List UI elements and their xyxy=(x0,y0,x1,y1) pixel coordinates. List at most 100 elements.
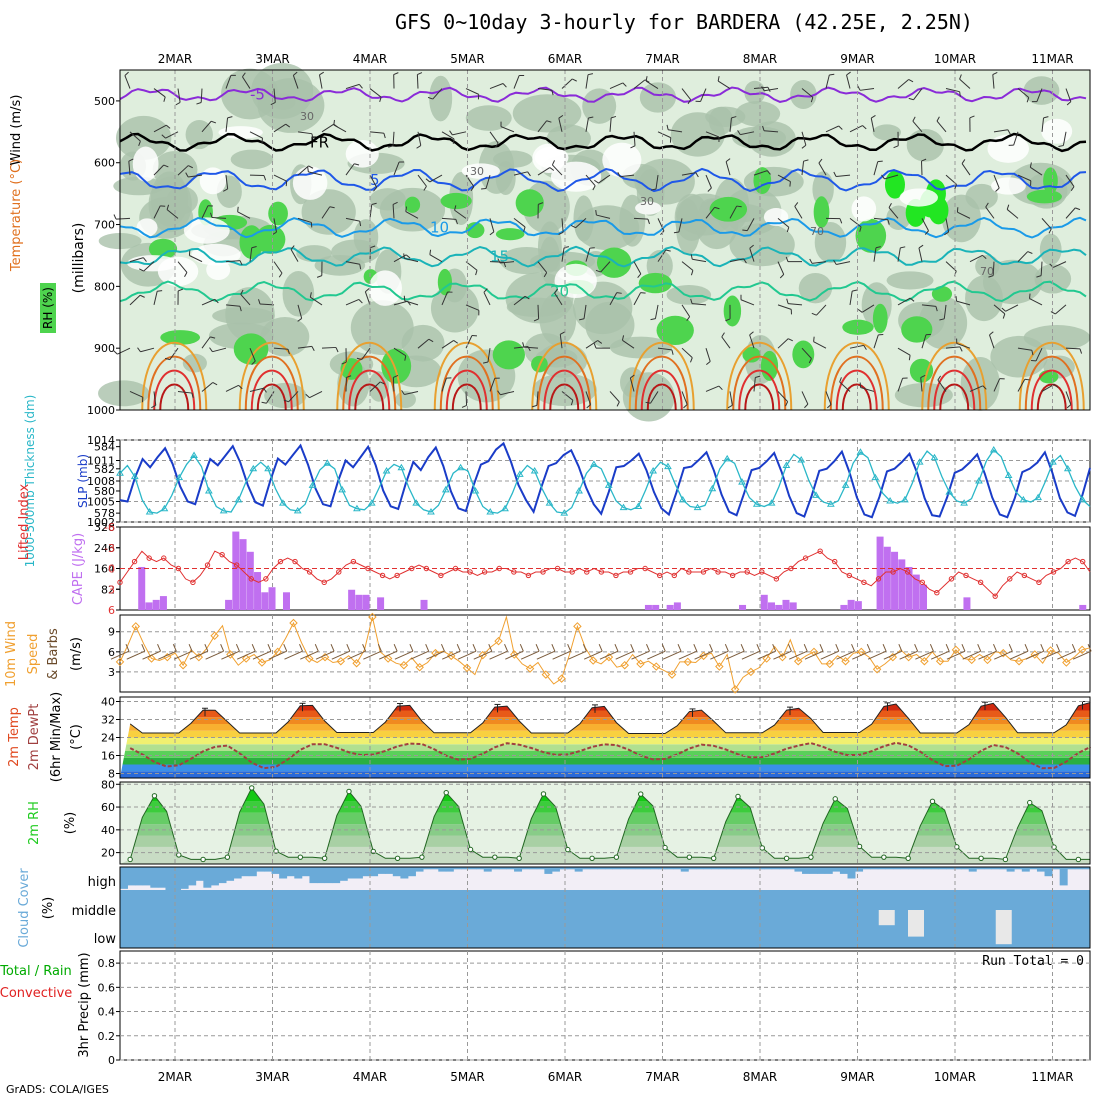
slp-tick-label: 1005 xyxy=(87,496,115,509)
rh-contour-label: 30 xyxy=(640,195,654,208)
temp-contour-label: 5 xyxy=(370,171,380,189)
wind-barb-flag xyxy=(393,72,399,76)
lifted-index-marker xyxy=(890,569,896,575)
wind-barb-flag xyxy=(546,120,552,123)
day-label-bottom: 4MAR xyxy=(353,1070,388,1084)
pressure-tick-label: 500 xyxy=(94,95,115,108)
wind-barb-flag xyxy=(1029,293,1031,299)
wind-barb xyxy=(345,217,360,222)
surface-barb xyxy=(994,650,1013,660)
wind-barb-flag xyxy=(497,390,501,396)
surface-barb xyxy=(110,650,130,660)
rh-blob-dry xyxy=(157,256,199,287)
high-cloud-bar xyxy=(415,867,424,872)
wind-barb xyxy=(753,170,768,176)
wind-barb-flag xyxy=(789,181,791,187)
rh-blob-dry xyxy=(132,146,159,182)
surface-barb-flag xyxy=(630,643,635,652)
wind-barb-flag xyxy=(737,130,741,135)
lifted-index-marker xyxy=(846,572,853,579)
surface-barb-flag xyxy=(519,643,524,652)
rh-blob-moist xyxy=(792,340,815,369)
thickness-marker xyxy=(412,499,421,506)
pressure-tick-label: 700 xyxy=(94,219,115,232)
wind-barb xyxy=(361,347,371,360)
wind-barb xyxy=(993,304,1006,315)
wind-barb xyxy=(633,131,636,146)
wind-barb xyxy=(705,131,720,138)
wind-barb-flag xyxy=(571,78,577,82)
rh-blob xyxy=(585,301,635,349)
surface-barb xyxy=(142,650,161,660)
high-cloud-bar xyxy=(680,867,689,872)
wind-barb-flag xyxy=(166,204,170,210)
lifted-index-marker xyxy=(671,572,677,579)
cloud-gap xyxy=(878,910,895,926)
high-cloud-bar xyxy=(157,867,166,888)
high-cloud-bar xyxy=(589,867,598,870)
wind-barb xyxy=(700,88,707,102)
wind-barb-flag xyxy=(309,292,312,298)
temp-contour-label: 20 xyxy=(550,282,569,300)
wind-speed-marker xyxy=(935,656,945,666)
surface-barb xyxy=(473,650,492,660)
millibars-label: (millibars) xyxy=(71,223,87,294)
rh-blob xyxy=(301,189,356,235)
wind-barb xyxy=(622,339,635,349)
rh2m-marker xyxy=(321,855,328,862)
wind-barb xyxy=(117,347,131,355)
wind-barb xyxy=(969,254,983,263)
precip-frame xyxy=(119,950,1091,1061)
day-label-bottom: 7MAR xyxy=(645,1070,680,1084)
thickness-marker xyxy=(989,446,998,453)
wind-barb xyxy=(537,88,552,91)
surface-barb xyxy=(252,650,272,660)
wind-barb-flag xyxy=(558,231,564,235)
wind-barb xyxy=(633,217,649,220)
wind-barb xyxy=(992,261,995,276)
wind-barb-flag xyxy=(621,335,625,341)
boundary-layer-contour xyxy=(1018,341,1085,411)
wind-barb-flag xyxy=(308,165,314,169)
rh-blob xyxy=(582,88,617,124)
wind-speed-marker xyxy=(415,662,424,672)
wind-barb xyxy=(487,348,491,363)
wind-barb xyxy=(405,211,419,219)
wind-barb xyxy=(537,120,547,133)
wind-barb-flag xyxy=(287,349,290,355)
surface-barb-flag xyxy=(614,643,619,652)
wind-speed-marker xyxy=(178,660,188,670)
rh-blob-moist xyxy=(723,295,742,327)
rh-blob-moist xyxy=(160,330,201,345)
wind10m-axis-label-1: 10m Wind xyxy=(4,621,19,687)
wind-barb xyxy=(201,336,211,349)
wind-barb xyxy=(249,387,264,392)
wind-barb xyxy=(524,346,539,349)
wind-barb-flag xyxy=(1066,404,1072,409)
surface-barb xyxy=(1041,650,1060,660)
high-cloud-bar xyxy=(309,867,318,884)
wind-barb-flag xyxy=(404,355,407,361)
wind-barb xyxy=(849,125,863,133)
wind-barb-flag xyxy=(818,158,823,164)
rh2m-marker xyxy=(540,791,547,797)
wind-barb xyxy=(310,296,323,306)
wind-barb-flag xyxy=(311,346,315,351)
lifted-index-marker xyxy=(204,562,211,568)
wind-barb xyxy=(201,382,214,392)
wind-barb-flag xyxy=(881,174,885,180)
rh2m-marker xyxy=(443,789,449,796)
surface-barb-flag xyxy=(929,643,934,652)
rh2m-marker xyxy=(589,855,595,862)
wind-barb-flag xyxy=(767,86,771,92)
rh-blob-moist xyxy=(638,272,673,294)
wind-barb xyxy=(259,303,275,306)
wind-barb-flag xyxy=(707,187,712,192)
wind-barb xyxy=(552,164,563,176)
wind-barb-flag xyxy=(143,257,147,262)
surface-barb-flag xyxy=(1040,643,1045,652)
cape-bar xyxy=(905,566,913,610)
wind-barb xyxy=(177,390,192,394)
high-cloud-bar xyxy=(150,867,159,888)
wind-barb-flag xyxy=(982,254,987,260)
